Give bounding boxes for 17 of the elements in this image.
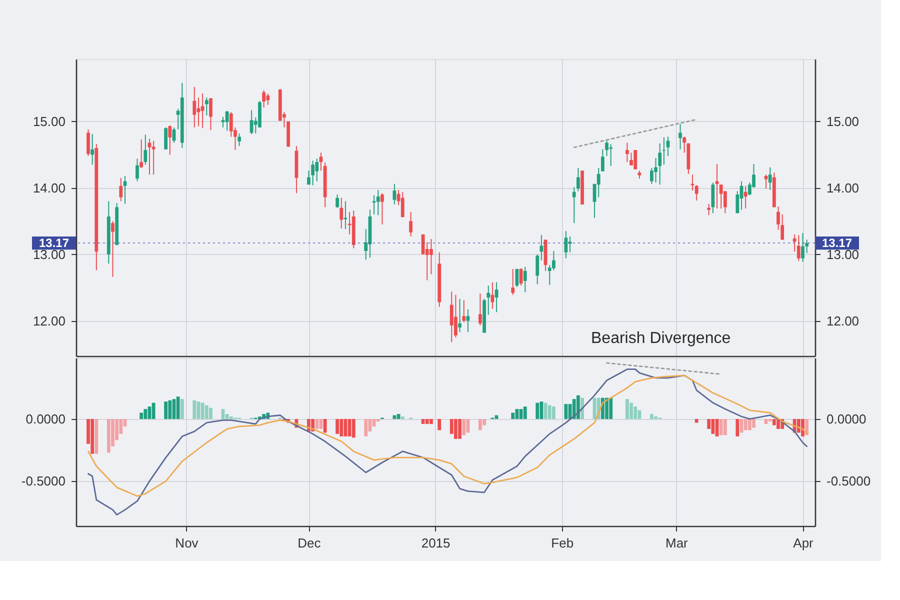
y2-tick-label: 0.0000 bbox=[826, 411, 866, 426]
x-tick-label: Dec bbox=[298, 536, 322, 550]
y2-tick-label: 12.00 bbox=[826, 313, 860, 328]
x-tick-label: Nov bbox=[175, 536, 199, 550]
y-tick-label: 14.00 bbox=[32, 180, 66, 196]
y2-tick-label: -0.5000 bbox=[826, 474, 871, 489]
y-tick-label: 0.0000 bbox=[26, 411, 66, 426]
y-tick-label: -0.5000 bbox=[21, 474, 66, 489]
annotation: Bearish Divergence bbox=[591, 330, 731, 347]
y2-tick-label: 14.00 bbox=[826, 180, 860, 196]
y-tick-label: 15.00 bbox=[32, 114, 66, 129]
x-tick-label: Feb bbox=[551, 536, 574, 550]
x-tick-label: Mar bbox=[665, 536, 689, 550]
x-tick-label: 2015 bbox=[421, 536, 450, 550]
y2-tick-label: 15.00 bbox=[826, 114, 860, 129]
y-tick-label: 12.00 bbox=[32, 313, 66, 328]
x-tick-label: Apr bbox=[793, 536, 814, 550]
